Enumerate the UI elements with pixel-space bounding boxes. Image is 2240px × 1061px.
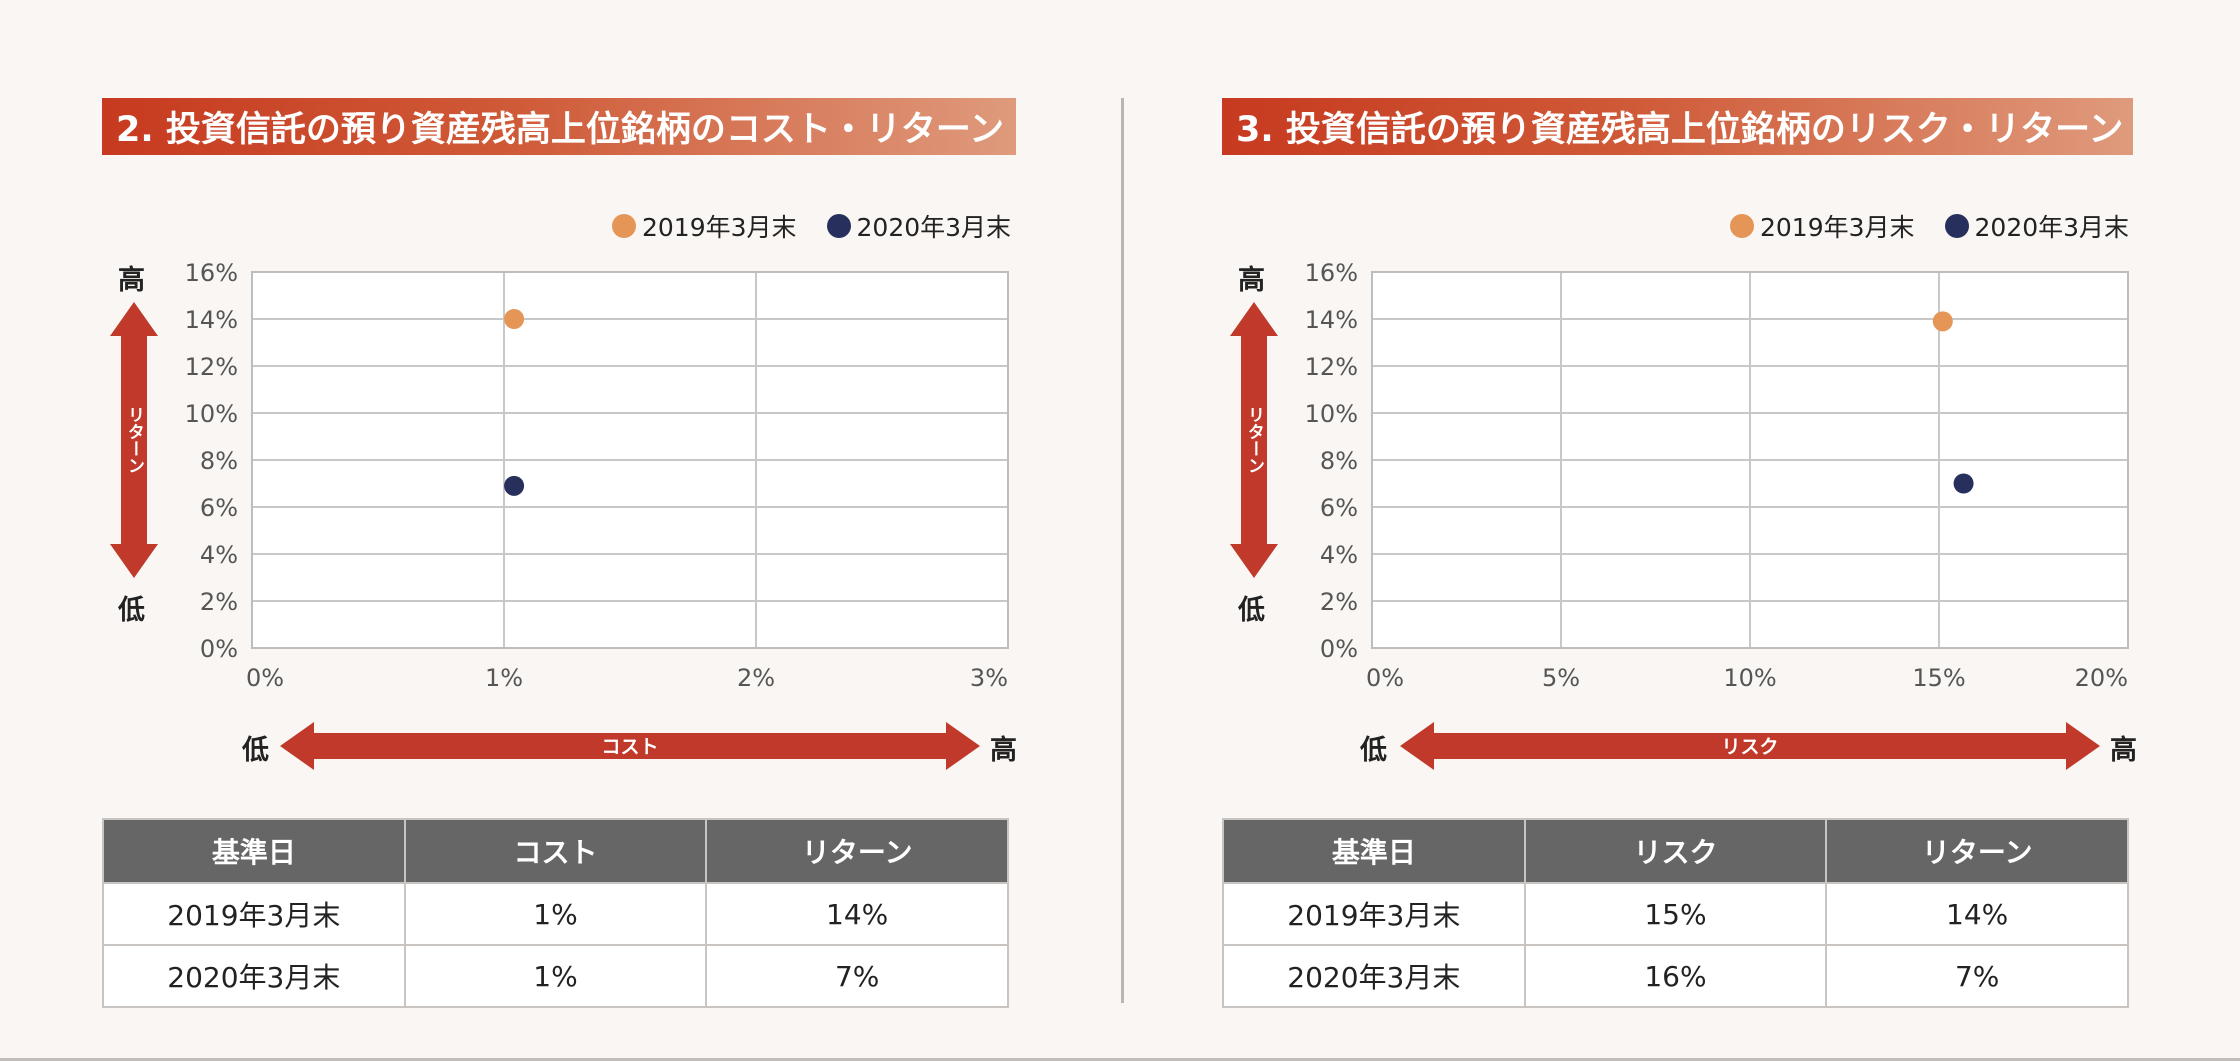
- legend-entry-2019: 2019年3月末: [1730, 208, 1915, 244]
- x-tick-label: 20%: [2075, 664, 2128, 692]
- y-tick-label: 0%: [1320, 635, 1358, 663]
- y-tick-label: 12%: [1305, 353, 1358, 381]
- legend-label: 2020年3月末: [856, 213, 1012, 242]
- bottom-rule: [0, 1058, 2240, 1061]
- y-tick-label: 4%: [1320, 541, 1358, 569]
- risk-return-scatter-chart: 0% 2% 4% 6% 8% 10% 12% 14% 16% 0% 5% 10% 15% 20% リターンリ…: [1230, 259, 2129, 770]
- panel-title: 2. 投資信託の預り資産残高上位銘柄のコスト・リターン: [102, 98, 1016, 155]
- x-tick-label: 3%: [970, 664, 1008, 692]
- y-tick-label: 10%: [1305, 400, 1358, 428]
- table-row: 2019年3月末 1% 14%: [102, 882, 1009, 946]
- x-tick-label: 5%: [1542, 664, 1580, 692]
- table-header-cell: 基準日: [1222, 818, 1526, 884]
- table-header-row: 基準日 リスク リターン: [1222, 818, 2129, 884]
- x-axis-arrow-label: リスク: [1721, 736, 1778, 758]
- y-tick-label: 8%: [200, 447, 238, 475]
- y-tick-label: 4%: [200, 541, 238, 569]
- plot-border: [251, 271, 1009, 649]
- horizontal-double-arrow: [1400, 722, 2100, 770]
- table-cell: 14%: [705, 882, 1009, 946]
- table-row: 2020年3月末 1% 7%: [102, 944, 1009, 1008]
- y-tick-label: 2%: [200, 588, 238, 616]
- table-cell: 1%: [403, 944, 708, 1008]
- legend-dot-icon: [612, 214, 636, 238]
- risk-return-table: 基準日 リスク リターン 2019年3月末 15% 14% 2020年3月末 1…: [1222, 818, 2129, 1008]
- legend-dot-icon: [1944, 214, 1969, 238]
- y-tick-label: 10%: [185, 400, 238, 428]
- panel-title: 3. 投資信託の預り資産残高上位銘柄のリスク・リターン: [1222, 98, 2133, 155]
- x-tick-label: 1%: [485, 664, 523, 692]
- table-row: 2020年3月末 16% 7%: [1222, 944, 2129, 1008]
- vertical-double-arrow: [110, 302, 158, 578]
- cost-return-table: 基準日 コスト リターン 2019年3月末 1% 14% 2020年3月末 1%…: [102, 818, 1009, 1008]
- y-axis-high-label: 高: [118, 265, 145, 296]
- table-cell: 2019年3月末: [1222, 882, 1526, 946]
- y-axis-arrow-label: リターン: [124, 406, 144, 474]
- legend-entry-2019: 2019年3月末: [612, 208, 797, 244]
- vertical-double-arrow: [1230, 302, 1278, 578]
- x-tick-label: 0%: [1366, 664, 1404, 692]
- chart-legend: 2019年3月末 2020年3月末: [612, 208, 1011, 244]
- legend-entry-2020: 2020年3月末: [1944, 208, 2130, 244]
- scatter-point: [504, 475, 525, 496]
- table-header-cell: リスク: [1523, 818, 1828, 884]
- table-cell: 14%: [1825, 882, 2129, 946]
- legend-label: 2019年3月末: [1760, 213, 1915, 242]
- scatter-point: [1953, 473, 1974, 494]
- table-cell: 16%: [1523, 944, 1828, 1008]
- horizontal-double-arrow: [280, 722, 980, 770]
- y-tick-label: 0%: [200, 635, 238, 663]
- y-axis-low-label: 低: [118, 595, 145, 626]
- table-cell: 7%: [1825, 944, 2129, 1008]
- x-tick-label: 15%: [1912, 664, 1965, 692]
- legend-label: 2020年3月末: [1974, 213, 2130, 242]
- x-axis-low-label: 低: [1360, 735, 1387, 766]
- table-cell: 2020年3月末: [1222, 944, 1526, 1008]
- x-axis-high-label: 高: [990, 735, 1017, 766]
- x-tick-label: 2%: [737, 664, 775, 692]
- legend-dot-icon: [826, 214, 851, 238]
- table-header-cell: コスト: [403, 818, 708, 884]
- plot-border: [1371, 271, 2129, 649]
- y-tick-label: 6%: [200, 494, 238, 522]
- y-axis-arrow-label: リターン: [1244, 406, 1264, 474]
- legend-entry-2020: 2020年3月末: [826, 208, 1012, 244]
- x-tick-label: 10%: [1723, 664, 1776, 692]
- y-axis-high-label: 高: [1238, 265, 1265, 296]
- table-row: 2019年3月末 15% 14%: [1222, 882, 2129, 946]
- scatter-point: [504, 309, 525, 329]
- y-axis-low-label: 低: [1238, 595, 1265, 626]
- table-header-cell: 基準日: [102, 818, 406, 884]
- y-tick-label: 8%: [1320, 447, 1358, 475]
- table-header-row: 基準日 コスト リターン: [102, 818, 1009, 884]
- table-cell: 15%: [1523, 882, 1828, 946]
- table-cell: 2019年3月末: [102, 882, 406, 946]
- panel-divider: [1121, 98, 1124, 1003]
- x-axis-arrow-label: コスト: [601, 736, 658, 758]
- table-cell: 1%: [403, 882, 708, 946]
- cost-return-panel: 2. 投資信託の預り資産残高上位銘柄のコスト・リターン 2019年3月末 202…: [0, 0, 1017, 1061]
- y-tick-label: 2%: [1320, 588, 1358, 616]
- risk-return-panel: 3. 投資信託の預り資産残高上位銘柄のリスク・リターン 2019年3月末 202…: [1120, 0, 2137, 1061]
- y-tick-label: 14%: [1305, 306, 1358, 334]
- chart-legend: 2019年3月末 2020年3月末: [1730, 208, 2129, 244]
- y-tick-label: 14%: [185, 306, 238, 334]
- x-axis-low-label: 低: [242, 735, 269, 766]
- y-tick-label: 16%: [185, 259, 238, 287]
- table-cell: 7%: [705, 944, 1009, 1008]
- table-header-cell: リターン: [1825, 818, 2129, 884]
- legend-dot-icon: [1730, 214, 1754, 238]
- y-tick-label: 16%: [1305, 259, 1358, 287]
- scatter-point: [1932, 311, 1953, 332]
- table-cell: 2020年3月末: [102, 944, 406, 1008]
- x-axis-high-label: 高: [2110, 735, 2137, 766]
- y-tick-label: 12%: [185, 353, 238, 381]
- table-header-cell: リターン: [705, 818, 1009, 884]
- y-tick-label: 6%: [1320, 494, 1358, 522]
- legend-label: 2019年3月末: [642, 213, 797, 242]
- x-tick-label: 0%: [246, 664, 284, 692]
